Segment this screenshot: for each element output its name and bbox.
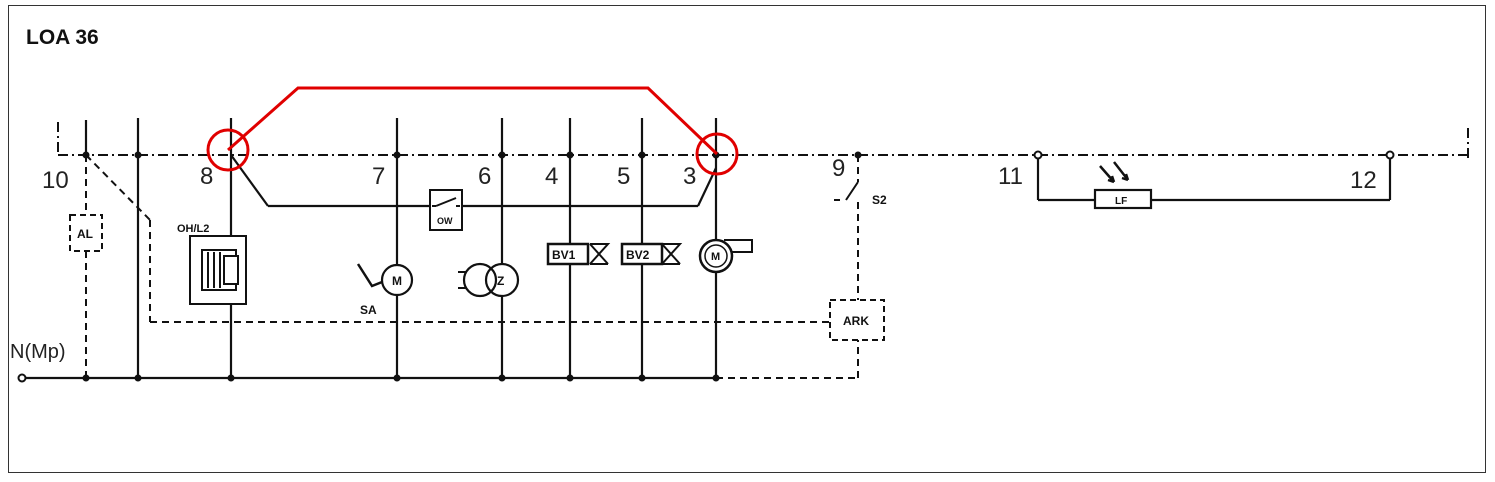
- al-label: AL: [77, 227, 93, 241]
- terminal-11-12-lf: [1033, 150, 1395, 210]
- terminal-9-s2-ark: [829, 151, 885, 341]
- terminal-7-motor: [356, 118, 414, 382]
- fan-m-label: M: [711, 251, 720, 263]
- terminal-label-9: 9: [832, 155, 845, 182]
- terminal-8-branch: [189, 118, 717, 382]
- bus-drop-138: [134, 118, 142, 382]
- neutral-line: [17, 340, 859, 383]
- terminal-label-8: 8: [200, 163, 213, 190]
- s2-label: S2: [872, 193, 887, 207]
- motor-m-label: M: [392, 274, 402, 288]
- terminal-label-12: 12: [1350, 167, 1377, 194]
- terminal-label-6: 6: [478, 163, 491, 190]
- ohl2-label: OH/L2: [177, 223, 209, 235]
- terminal-6-ignition: [458, 118, 520, 382]
- terminal-label-11: 11: [998, 163, 1023, 190]
- sa-label: SA: [360, 303, 377, 317]
- terminal-label-3: 3: [683, 163, 696, 190]
- terminal-label-4: 4: [545, 163, 558, 190]
- ow-switch: [429, 189, 463, 231]
- ow-label: OW: [437, 216, 453, 226]
- terminal-5-bv2: [620, 118, 683, 382]
- terminal-3-fan-motor: [698, 118, 753, 382]
- ark-label: ARK: [843, 314, 869, 328]
- terminal-10-branch: [69, 120, 830, 382]
- highlight-connection: [206, 86, 739, 176]
- terminal-label-10: 10: [42, 167, 69, 194]
- neutral-label: N(Mp): [10, 341, 66, 363]
- terminal-4-bv1: [546, 118, 611, 382]
- top-bus: [57, 122, 1469, 158]
- diagram-title: LOA 36: [26, 26, 99, 49]
- terminal-label-7: 7: [372, 163, 385, 190]
- ignition-z-label: Z: [497, 274, 504, 288]
- lf-label: LF: [1115, 196, 1127, 207]
- bv2-label: BV2: [626, 248, 650, 262]
- terminal-label-5: 5: [617, 163, 630, 190]
- bv1-label: BV1: [552, 248, 576, 262]
